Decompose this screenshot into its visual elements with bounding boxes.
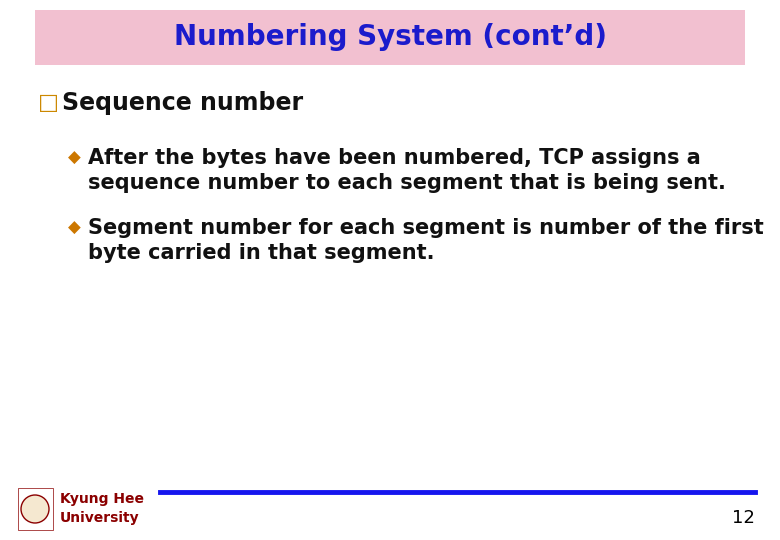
Text: sequence number to each segment that is being sent.: sequence number to each segment that is … (88, 173, 726, 193)
Text: University: University (60, 511, 140, 525)
Bar (35, 10, 745, 65)
Text: ◆: ◆ (68, 149, 81, 167)
Text: □: □ (38, 93, 59, 113)
Text: Kyung Hee: Kyung Hee (60, 492, 144, 506)
Text: 12: 12 (732, 509, 755, 527)
Text: ◆: ◆ (68, 219, 81, 237)
Text: Numbering System (cont’d): Numbering System (cont’d) (173, 23, 607, 51)
Text: After the bytes have been numbered, TCP assigns a: After the bytes have been numbered, TCP … (88, 148, 700, 168)
Bar (18, 488, 53, 530)
Circle shape (21, 495, 49, 523)
Text: Sequence number: Sequence number (62, 91, 303, 115)
Text: byte carried in that segment.: byte carried in that segment. (88, 243, 434, 263)
Text: Segment number for each segment is number of the first: Segment number for each segment is numbe… (88, 218, 764, 238)
